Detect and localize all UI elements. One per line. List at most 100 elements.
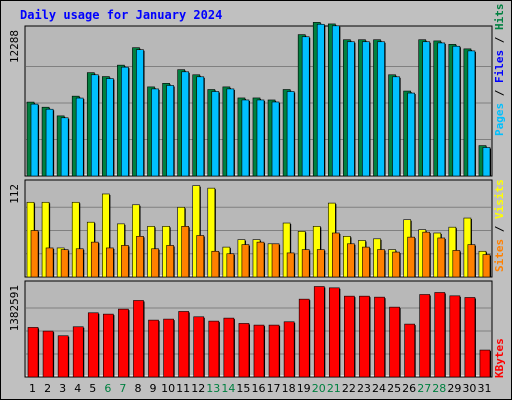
bar-files	[256, 99, 265, 177]
bar-kbytes	[344, 295, 355, 378]
legend-separator: /	[493, 30, 506, 50]
tick-label-day: 15	[236, 382, 250, 395]
bar-sites	[392, 251, 400, 278]
bar-files	[166, 85, 174, 177]
bar-kbytes	[449, 295, 461, 378]
bar-sites	[286, 252, 295, 278]
legend-sites: Sites	[493, 239, 506, 272]
tick-label-day: 25	[387, 382, 401, 395]
tick-label-day: 22	[342, 382, 356, 395]
bar-files	[437, 42, 446, 177]
bar-files	[271, 101, 280, 177]
bar-sites	[196, 235, 205, 278]
bar-visits	[207, 187, 216, 278]
bar-files	[422, 41, 431, 177]
bar-sites	[347, 243, 355, 278]
tick-label-day: 20	[312, 382, 326, 395]
bar-files	[301, 36, 310, 177]
tick-label-day: 18	[282, 382, 296, 395]
tick-label-day: 24	[372, 382, 386, 395]
bar-files	[241, 99, 250, 177]
bar-sites	[437, 237, 446, 278]
bar-files	[331, 25, 340, 177]
legend-separator: /	[493, 219, 506, 239]
bar-kbytes	[238, 323, 250, 378]
bar-files	[452, 45, 461, 177]
bar-kbytes	[148, 319, 159, 378]
bar-kbytes	[328, 287, 340, 378]
bar-files	[362, 41, 370, 177]
bar-files	[407, 92, 415, 177]
bar-sites	[331, 232, 340, 278]
bar-sites	[271, 243, 280, 278]
bar-files	[226, 88, 235, 177]
bar-visits	[102, 193, 110, 278]
bar-files	[467, 50, 476, 177]
bar-sites	[301, 249, 310, 278]
tick-label-day: 29	[447, 382, 461, 395]
bar-sites	[136, 236, 144, 278]
bar-kbytes	[193, 316, 205, 378]
tick-label-day: 2	[44, 382, 51, 395]
bar-kbytes	[404, 323, 415, 378]
legend-files: Files	[493, 50, 506, 83]
tick-label-day: 9	[150, 382, 157, 395]
tick-label-day: 8	[134, 382, 141, 395]
bar-sites	[75, 248, 84, 278]
bar-sites	[407, 236, 415, 278]
bar-kbytes	[27, 327, 39, 378]
bar-sites	[452, 250, 461, 278]
bar-sites	[181, 226, 190, 278]
bar-files	[211, 91, 220, 177]
bar-files	[75, 97, 84, 177]
legend-pages: Pages	[493, 103, 506, 136]
bar-kbytes	[178, 311, 190, 378]
tick-label-day: 7	[119, 382, 126, 395]
tick-label-day: 14	[221, 382, 235, 395]
bar-files	[151, 88, 159, 177]
bar-files	[377, 41, 385, 177]
bar-kbytes	[313, 286, 325, 378]
bar-kbytes	[479, 349, 491, 378]
bar-kbytes	[72, 326, 84, 378]
bar-sites	[151, 248, 159, 278]
bar-files	[316, 23, 325, 177]
tick-label-day: 12	[191, 382, 205, 395]
bar-kbytes	[57, 335, 69, 378]
bar-files	[45, 108, 54, 177]
bar-visits	[282, 222, 291, 278]
tick-label-day: 19	[297, 382, 311, 395]
bar-sites	[482, 254, 491, 278]
bar-kbytes	[434, 292, 446, 378]
bar-kbytes	[87, 312, 99, 378]
bar-kbytes	[103, 313, 114, 378]
bar-kbytes	[133, 300, 144, 378]
bar-kbytes	[298, 298, 310, 378]
bar-sites	[45, 247, 54, 278]
bar-kbytes	[464, 297, 476, 378]
bar-kbytes	[208, 320, 220, 378]
bar-kbytes	[42, 330, 54, 378]
bar-sites	[106, 247, 114, 278]
axis-max-label: 112	[8, 184, 21, 204]
legend-hits: Hits	[493, 4, 506, 31]
bar-sites	[211, 250, 220, 278]
bar-files	[30, 103, 39, 177]
axis-max-label: 12288	[8, 30, 21, 63]
bar-sites	[316, 249, 325, 278]
bar-files	[121, 66, 129, 177]
bar-sites	[60, 249, 69, 278]
bar-kbytes	[163, 318, 174, 378]
tick-label-day: 10	[161, 382, 175, 395]
tick-label-day: 27	[417, 382, 431, 395]
bar-files	[181, 71, 190, 177]
bar-files	[106, 78, 114, 177]
tick-label-day: 30	[462, 382, 476, 395]
bar-sites	[90, 241, 99, 278]
bar-kbytes	[283, 321, 295, 378]
bar-files	[392, 76, 400, 177]
bar-kbytes	[268, 324, 280, 378]
bar-files	[347, 41, 355, 177]
bar-visits	[192, 185, 201, 278]
